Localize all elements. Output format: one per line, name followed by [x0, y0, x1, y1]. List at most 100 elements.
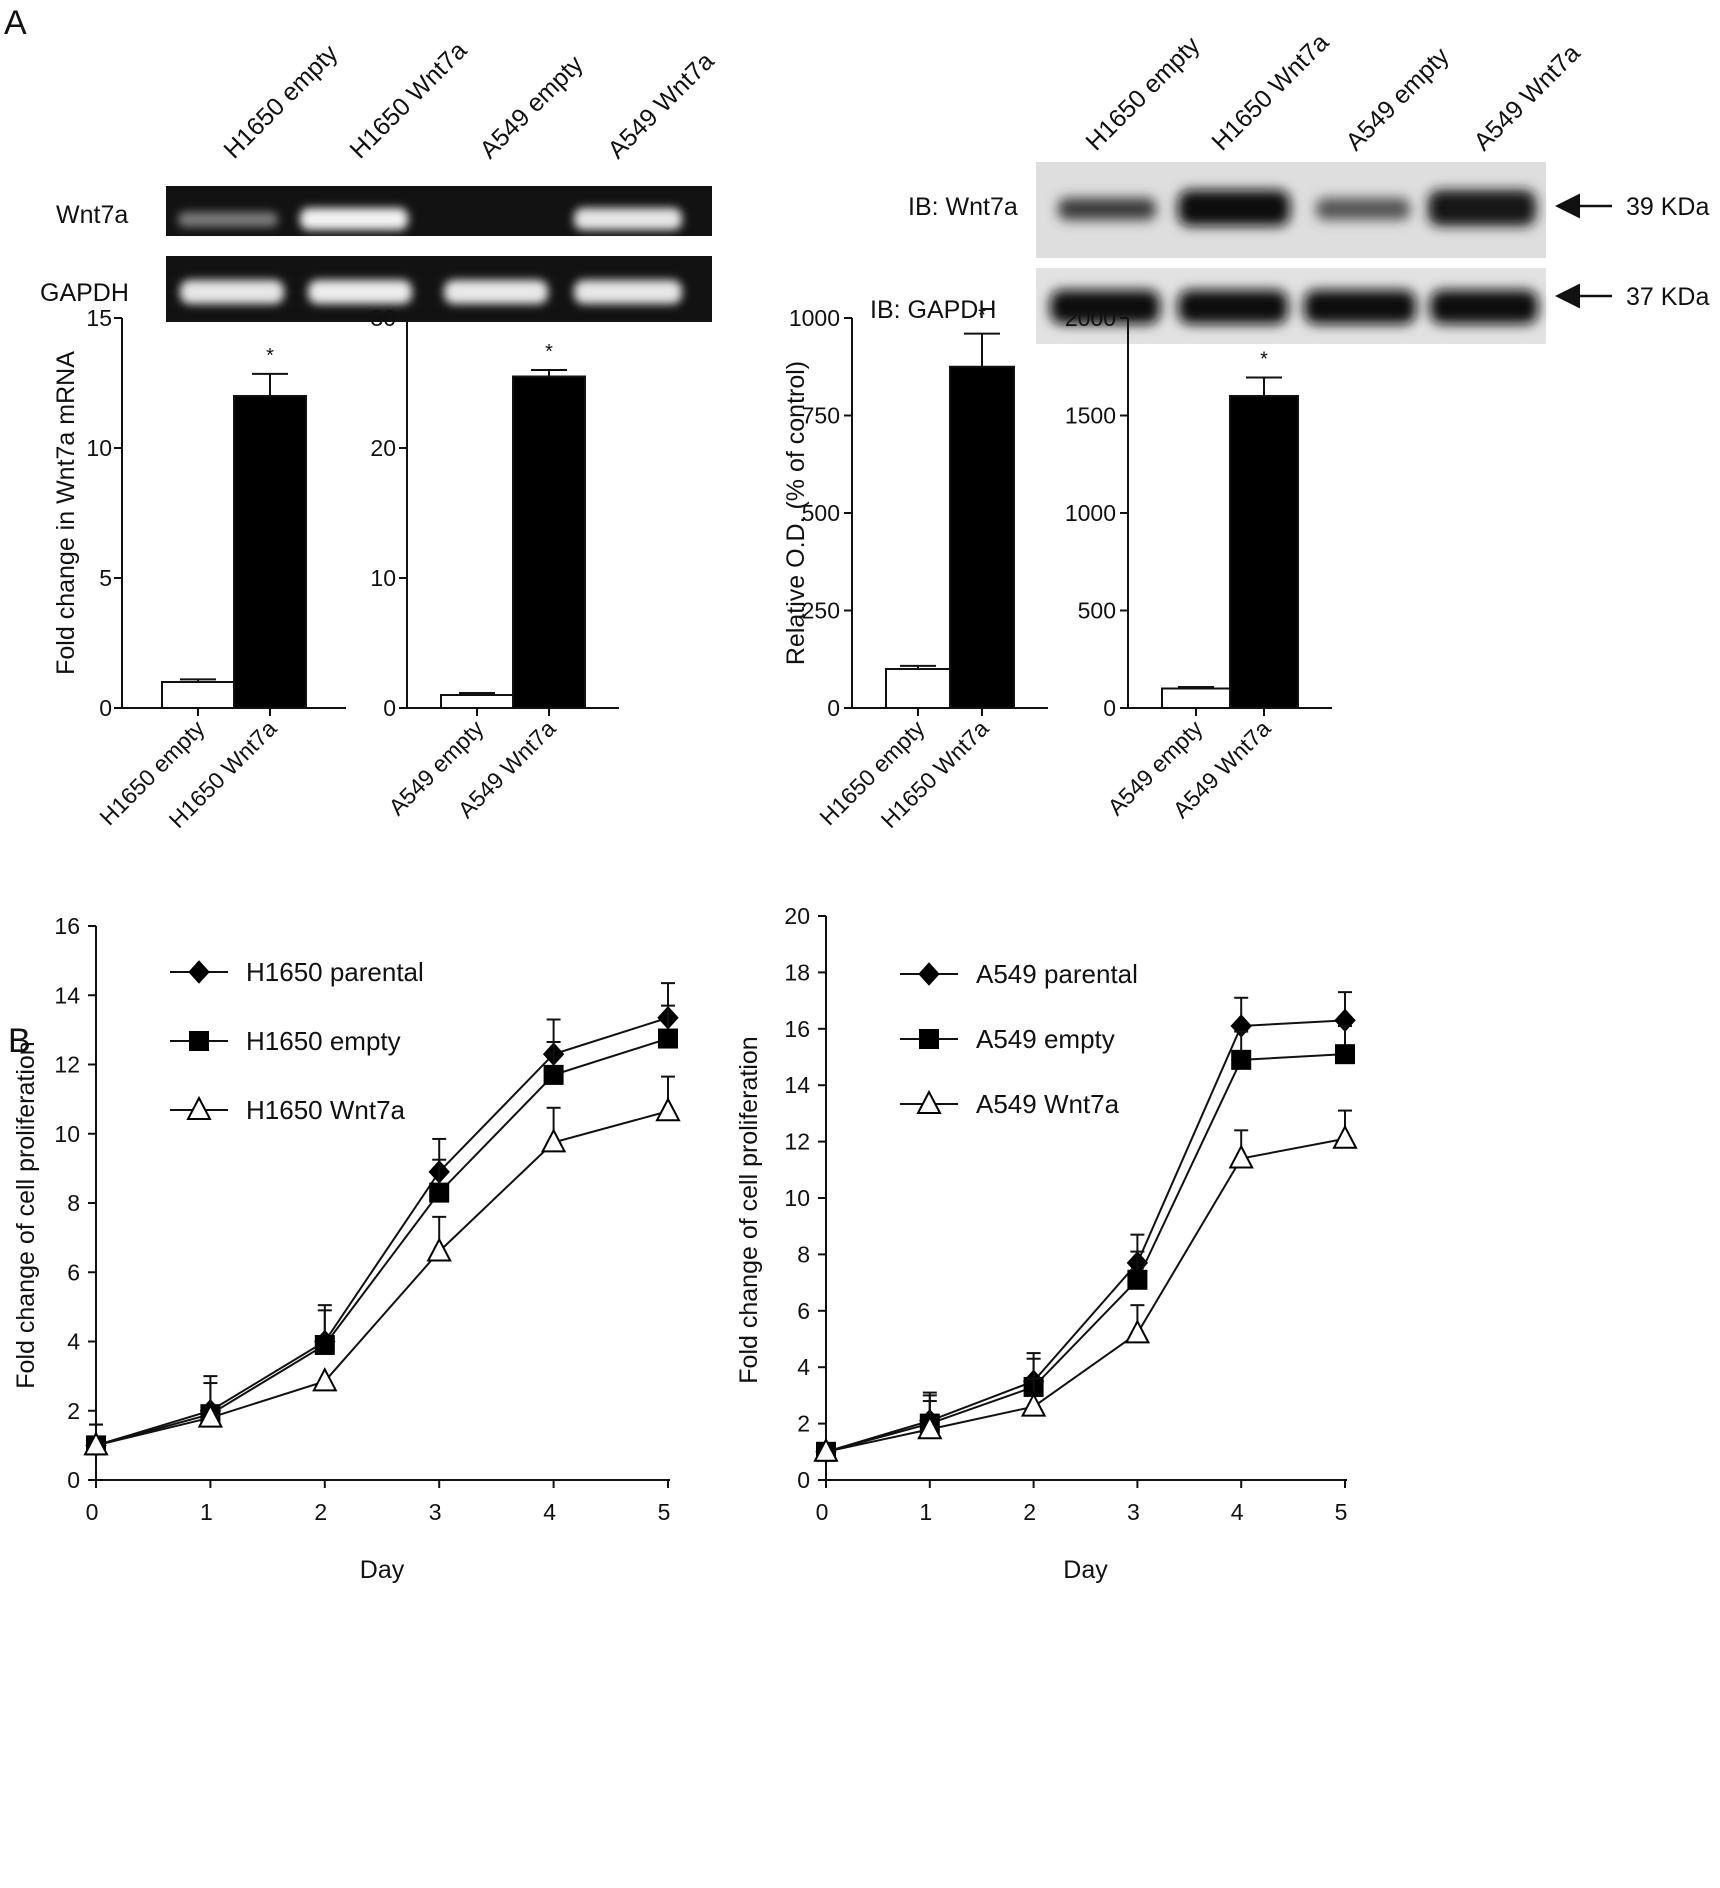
data-point [919, 1029, 939, 1049]
series-line [825, 1053, 1346, 1453]
y-tick-label: 14 [54, 982, 80, 1008]
data-point [314, 1334, 335, 1355]
y-tick-label: 0 [99, 695, 112, 721]
y-tick-label: 0 [67, 1467, 80, 1493]
series-line [95, 1016, 669, 1447]
data-point [540, 1128, 567, 1153]
blot-lane-label: H1650 empty [1080, 31, 1205, 156]
y-tick-label: 10 [784, 1185, 810, 1211]
gel-band [308, 280, 412, 304]
y-tick-label: 12 [54, 1052, 80, 1078]
y-tick-label: 0 [827, 695, 840, 721]
marker-label-39kda: 39 KDa [1626, 193, 1709, 221]
series-line [825, 1137, 1346, 1453]
gel-band [574, 208, 682, 230]
panel-label-a: A [4, 4, 27, 42]
gel-band [178, 212, 278, 227]
data-point [312, 1367, 338, 1392]
data-point [426, 1237, 452, 1262]
y-tick-label: 4 [797, 1354, 810, 1380]
data-point [813, 1437, 839, 1462]
legend-label: H1650 parental [246, 957, 424, 987]
x-tick-label: 5 [1335, 1499, 1348, 1525]
pcr-gel: H1650 empty H1650 Wnt7a A549 empty A549 … [40, 36, 720, 322]
gel-row-label-wnt7a: Wnt7a [56, 201, 128, 229]
gel-lane-label: H1650 Wnt7a [344, 36, 472, 164]
data-point [83, 1431, 109, 1456]
panel-label-b: B [8, 1022, 31, 1060]
data-point [197, 1403, 224, 1428]
marker-label-37kda: 37 KDa [1626, 283, 1709, 311]
significance-marker: * [1260, 348, 1268, 370]
data-point [917, 1415, 943, 1440]
bar [885, 668, 951, 709]
data-point [918, 962, 940, 986]
data-point [429, 1182, 450, 1203]
y-tick-label: 1000 [789, 305, 840, 331]
blot-band [1430, 290, 1538, 324]
gel-band [180, 280, 284, 304]
legend-label: A549 empty [976, 1024, 1115, 1054]
y-tick-label: 12 [784, 1129, 810, 1155]
data-point [1231, 1049, 1252, 1070]
x-tick-label: 2 [1023, 1499, 1036, 1525]
significance-marker: * [545, 341, 553, 363]
x-tick-label: 0 [816, 1499, 829, 1525]
x-tick-label: 3 [429, 1499, 442, 1525]
bar [161, 681, 235, 709]
series-line [95, 1037, 669, 1447]
gel-lane-label: A549 empty [474, 50, 588, 164]
bar [1161, 687, 1231, 709]
blot-lane-label: A549 Wnt7a [1468, 39, 1585, 156]
legend-label: A549 Wnt7a [976, 1089, 1120, 1119]
x-axis-title: Day [360, 1556, 405, 1584]
y-axis-title: Fold change of cell proliferation [735, 1036, 763, 1383]
y-axis-title: Fold change in Wnt7a mRNA [52, 351, 80, 675]
y-tick-label: 16 [54, 913, 80, 939]
data-point [655, 1097, 681, 1122]
y-tick-label: 15 [86, 305, 112, 331]
data-point [543, 1064, 564, 1085]
y-tick-label: 10 [86, 435, 112, 461]
y-tick-label: 2 [797, 1411, 810, 1437]
blot-lane-label: H1650 Wnt7a [1206, 28, 1334, 156]
series-line [825, 1019, 1346, 1453]
y-tick-label: 0 [1103, 695, 1116, 721]
x-tick-label: 0 [86, 1499, 99, 1525]
blot-band [1428, 190, 1536, 226]
blot-band [1178, 190, 1290, 226]
gel-lane-label: A549 Wnt7a [602, 47, 719, 164]
x-tick-label: 5 [658, 1499, 671, 1525]
y-tick-label: 10 [54, 1121, 80, 1147]
blot-row-label-gapdh: IB: GAPDH [870, 296, 996, 324]
data-point [1228, 1144, 1254, 1169]
y-tick-label: 14 [784, 1072, 810, 1098]
blot-band [1304, 290, 1416, 324]
bar [1229, 395, 1299, 709]
y-tick-label: 1000 [1065, 500, 1116, 526]
significance-marker: * [266, 345, 274, 367]
y-tick-label: 8 [797, 1241, 810, 1267]
x-tick-label: 4 [543, 1499, 556, 1525]
y-tick-label: 2000 [1065, 305, 1116, 331]
gel-band [300, 208, 408, 230]
y-tick-label: 10 [370, 565, 396, 591]
y-tick-label: 6 [67, 1259, 80, 1285]
blot-lane-label: A549 empty [1340, 42, 1454, 156]
bar [949, 365, 1015, 709]
western-blot: H1650 empty H1650 Wnt7a A549 empty A549 … [870, 28, 1709, 344]
x-tick-label: 2 [314, 1499, 327, 1525]
y-axis-title: Fold change of cell proliferation [12, 1041, 40, 1388]
data-point [189, 1031, 209, 1051]
blot-band [1050, 290, 1160, 324]
significance-marker: * [978, 305, 986, 327]
data-point [1332, 1124, 1358, 1149]
y-tick-label: 4 [67, 1329, 80, 1355]
blot-band [1058, 198, 1156, 220]
